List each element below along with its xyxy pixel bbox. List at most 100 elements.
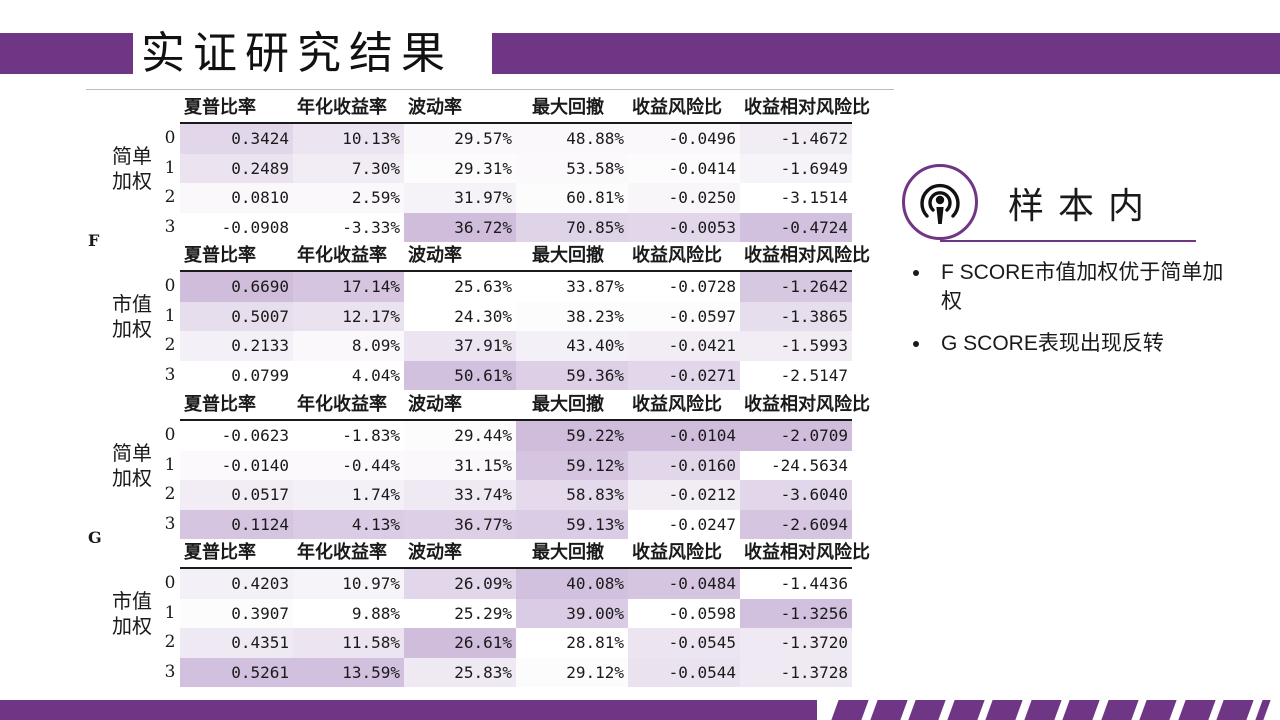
table-cell: 9.88% bbox=[351, 603, 400, 623]
column-header: 夏普比率 bbox=[184, 97, 256, 118]
table-cell: 0.0799 bbox=[231, 365, 289, 385]
table-cell: 37.91% bbox=[404, 331, 516, 361]
table-header-row: 夏普比率 年化收益率 波动率 最大回撤 收益风险比 收益相对风险比 bbox=[180, 93, 900, 123]
table-cell: -1.3728 bbox=[740, 657, 852, 688]
table-row: 3 0.0799 4.04% 50.61% 59.36% -0.0271 -2.5147 bbox=[160, 360, 860, 391]
table-cell: -2.0709 bbox=[740, 421, 852, 451]
row-index: 1 bbox=[164, 305, 176, 326]
column-header: 收益相对风险比 bbox=[744, 542, 870, 563]
table-row: 3 -0.0908 -3.33% 36.72% 70.85% -0.0053 -0.4724 bbox=[160, 212, 860, 243]
table-cell: -0.44% bbox=[293, 450, 404, 481]
footer-stripe bbox=[831, 700, 869, 720]
row-index: 1 bbox=[164, 602, 176, 623]
table-cell: -0.0545 bbox=[628, 628, 740, 658]
column-header: 收益相对风险比 bbox=[744, 245, 870, 266]
table-cell: -1.4672 bbox=[740, 124, 852, 154]
column-header: 最大回撤 bbox=[532, 542, 604, 563]
bullet-icon bbox=[913, 341, 919, 347]
weighting-method-label: 简单加权 bbox=[112, 144, 152, 194]
column-header: 波动率 bbox=[408, 542, 462, 563]
table-cell: -0.0250 bbox=[628, 183, 740, 213]
table-cell: 0.3424 bbox=[180, 124, 293, 154]
row-index: 2 bbox=[164, 335, 176, 356]
table-row: 2 0.0517 1.74% 33.74% 58.83% -0.0212 -3.6040 bbox=[160, 480, 860, 510]
weighting-method-label: 市值加权 bbox=[112, 589, 152, 639]
column-header: 夏普比率 bbox=[184, 394, 256, 415]
header-bar-left bbox=[0, 33, 133, 74]
table-row: 1 0.2489 7.30% 29.31% 53.58% -0.0414 -1.6949 bbox=[160, 153, 860, 184]
row-index: 0 bbox=[164, 128, 176, 148]
table-cell: -24.5634 bbox=[770, 455, 848, 475]
table-cell: -0.0160 bbox=[628, 450, 740, 481]
header-rule bbox=[180, 567, 852, 569]
column-header: 收益相对风险比 bbox=[744, 394, 870, 415]
table-row: 1 0.5007 12.17% 24.30% 38.23% -0.0597 -1.3865 bbox=[160, 301, 860, 332]
weighting-method-label: 简单加权 bbox=[112, 441, 152, 491]
column-header: 波动率 bbox=[408, 97, 462, 118]
column-header: 最大回撤 bbox=[532, 97, 604, 118]
table-cell: 48.88% bbox=[516, 124, 628, 154]
column-header: 夏普比率 bbox=[184, 245, 256, 266]
table-cell: -1.3720 bbox=[740, 628, 852, 658]
table-cell: -1.2642 bbox=[740, 272, 852, 302]
column-header: 年化收益率 bbox=[297, 97, 387, 118]
table-cell: 13.59% bbox=[293, 657, 404, 688]
table-cell: 39.00% bbox=[516, 598, 628, 629]
row-index: 3 bbox=[164, 661, 176, 682]
table-row: 1 0.3907 9.88% 25.29% 39.00% -0.0598 -1.3256 bbox=[160, 598, 860, 629]
table-cell: 0.5261 bbox=[180, 657, 293, 688]
row-index: 0 bbox=[164, 425, 176, 445]
table-cell: 0.6690 bbox=[180, 272, 293, 302]
table-cell: 29.57% bbox=[404, 124, 516, 154]
table-cell: 0.5007 bbox=[180, 301, 293, 332]
table-cell: 0.3907 bbox=[180, 599, 293, 629]
table-cell: 59.12% bbox=[516, 450, 628, 481]
row-index: 3 bbox=[164, 216, 176, 237]
finding-item: G SCORE表现出现反转 bbox=[910, 329, 1230, 358]
row-index: 2 bbox=[164, 632, 176, 653]
footer-stripe bbox=[1100, 700, 1139, 720]
table-cell: 2.59% bbox=[293, 183, 404, 213]
table-row: 0 0.3424 10.13% 29.57% 48.88% -0.0496 -1.4672 bbox=[160, 124, 860, 154]
finding-item: F SCORE市值加权优于简单加权 bbox=[910, 258, 1230, 316]
footer-bar bbox=[0, 700, 817, 720]
table-cell: 1.74% bbox=[293, 480, 404, 510]
footer-stripe bbox=[1023, 700, 1062, 720]
table-cell: 8.09% bbox=[293, 331, 404, 361]
table-cell: 70.85% bbox=[516, 212, 628, 243]
table-cell: -1.3256 bbox=[740, 598, 852, 629]
row-index: 1 bbox=[164, 157, 176, 178]
table-cell: 0.1124 bbox=[180, 509, 293, 540]
table-cell: 29.44% bbox=[404, 421, 516, 451]
footer-stripe bbox=[1216, 700, 1254, 720]
table-cell: 43.40% bbox=[516, 331, 628, 361]
footer-stripe bbox=[1254, 700, 1271, 720]
table-cell: 0.0810 bbox=[180, 183, 293, 213]
table-header-row: 夏普比率 年化收益率 波动率 最大回撤 收益风险比 收益相对风险比 bbox=[180, 390, 900, 420]
table-cell: 59.13% bbox=[516, 509, 628, 540]
table-cell: -1.5993 bbox=[740, 331, 852, 361]
footer-stripe bbox=[1177, 700, 1216, 720]
score-group-label: G bbox=[88, 528, 102, 547]
column-header: 年化收益率 bbox=[297, 394, 387, 415]
table-cell: 25.83% bbox=[404, 657, 516, 688]
table-cell: -3.1514 bbox=[780, 188, 848, 208]
table-header-row: 夏普比率 年化收益率 波动率 最大回撤 收益风险比 收益相对风险比 bbox=[180, 241, 900, 271]
podcast-icon bbox=[902, 164, 978, 240]
table-cell: -3.33% bbox=[342, 217, 400, 237]
table-cell: 28.81% bbox=[566, 633, 624, 653]
table-cell: -3.6040 bbox=[740, 480, 852, 510]
table-cell: -0.0414 bbox=[628, 154, 740, 184]
footer-stripe bbox=[1139, 700, 1177, 720]
table-cell: 25.63% bbox=[454, 277, 512, 296]
footer-stripe bbox=[908, 700, 946, 720]
table-cell: 38.23% bbox=[516, 302, 628, 332]
table-cell: -0.0421 bbox=[628, 331, 740, 361]
table-cell: -0.0623 bbox=[221, 426, 289, 445]
table-cell: -1.4436 bbox=[780, 574, 848, 593]
header-rule bbox=[86, 89, 894, 90]
table-row: 2 0.0810 2.59% 31.97% 60.81% -0.0250 -3.1514 bbox=[160, 183, 860, 213]
row-index: 0 bbox=[164, 573, 176, 593]
table-cell: 53.58% bbox=[516, 153, 628, 184]
table-row: 2 0.2133 8.09% 37.91% 43.40% -0.0421 -1.5993 bbox=[160, 331, 860, 361]
